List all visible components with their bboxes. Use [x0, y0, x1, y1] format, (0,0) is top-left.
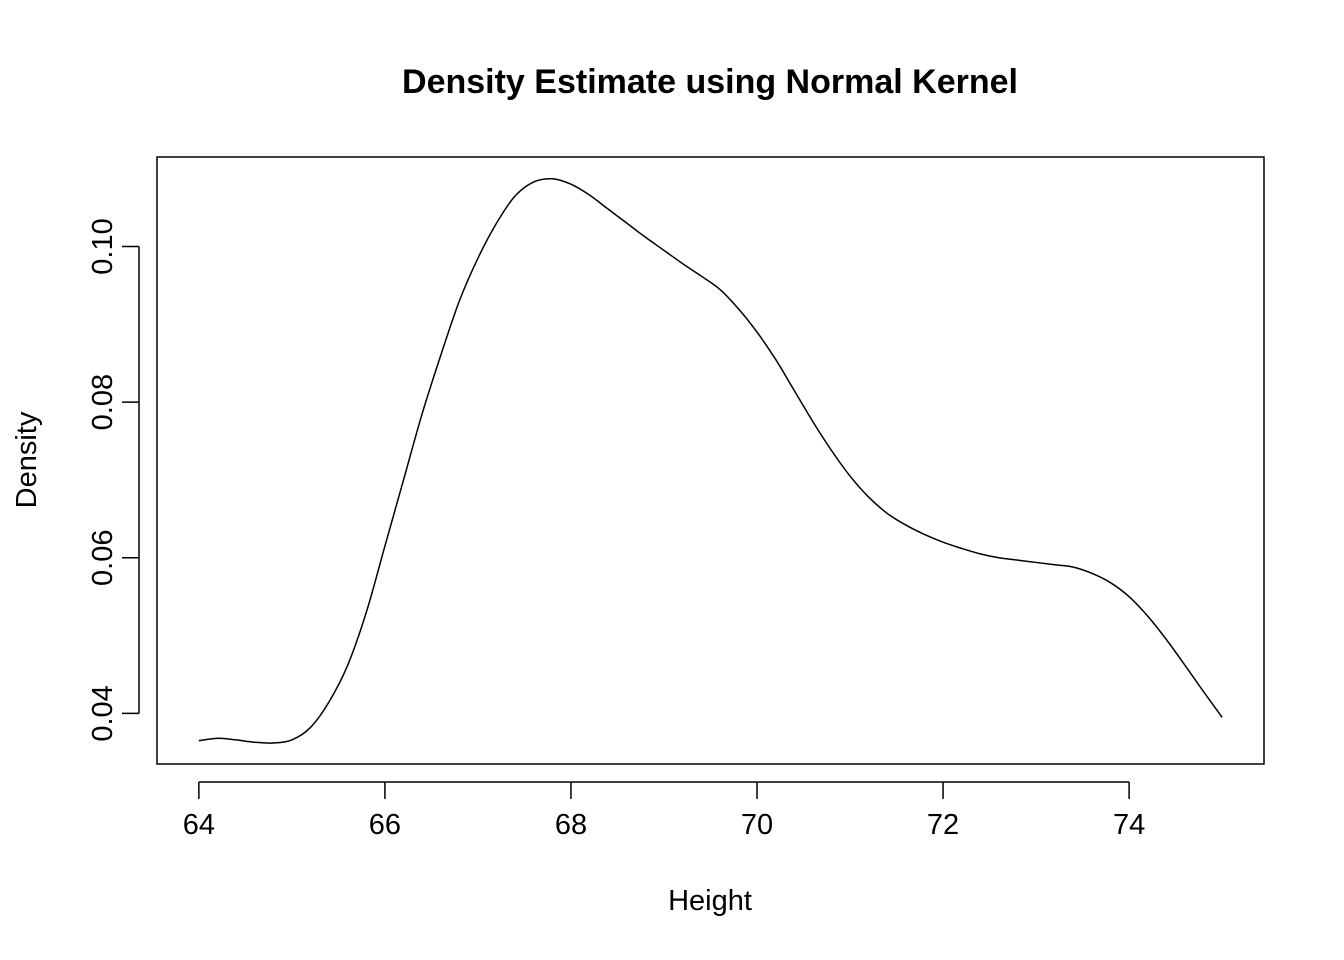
plot-frame	[156, 156, 1265, 765]
x-tick-label: 72	[927, 809, 959, 841]
y-axis: 0.04 0.06 0.08 0.10	[87, 218, 140, 742]
density-line	[198, 177, 1223, 744]
x-tick-label: 64	[183, 809, 215, 841]
y-tick-label: 0.08	[87, 374, 119, 430]
x-axis-label: Height	[668, 885, 752, 917]
y-tick-label: 0.04	[87, 685, 119, 741]
y-tick-label: 0.10	[87, 218, 119, 274]
y-tick-label: 0.06	[87, 530, 119, 586]
x-axis: 64 66 68 70 72 74	[183, 781, 1145, 841]
x-tick-label: 66	[369, 809, 401, 841]
x-tick-label: 74	[1113, 809, 1145, 841]
x-tick-label: 70	[741, 809, 773, 841]
y-axis-label: Density	[11, 411, 43, 508]
chart-title: Density Estimate using Normal Kernel	[402, 63, 1018, 101]
x-tick-label: 68	[555, 809, 587, 841]
